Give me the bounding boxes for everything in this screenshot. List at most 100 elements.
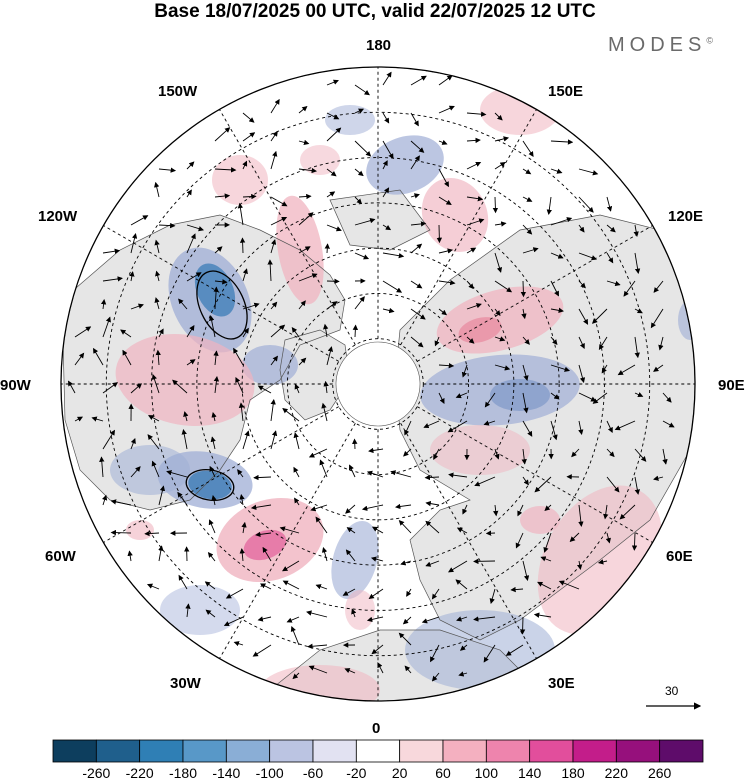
wind-vector bbox=[466, 195, 484, 202]
wind-vector bbox=[257, 385, 272, 394]
wind-vector bbox=[448, 560, 468, 573]
colorbar-tick-label: -140 bbox=[212, 765, 241, 781]
wind-vector bbox=[144, 530, 160, 537]
wind-vector bbox=[494, 280, 513, 293]
wind-vector bbox=[158, 328, 164, 338]
anomaly-area-10 bbox=[110, 445, 190, 495]
wind-vector bbox=[154, 239, 160, 254]
colorbar-swatch-12 bbox=[572, 739, 617, 763]
wind-vector bbox=[410, 140, 425, 153]
colorbar-tick-label: -180 bbox=[168, 765, 198, 781]
wind-vector bbox=[456, 527, 468, 534]
wind-vector bbox=[158, 222, 176, 229]
wind-vector bbox=[410, 193, 420, 199]
longitude-label-120w: 120W bbox=[38, 208, 78, 225]
wind-vector bbox=[262, 546, 272, 562]
wind-vector bbox=[578, 504, 584, 527]
colorbar-swatch-11 bbox=[529, 739, 574, 763]
wind-vector bbox=[242, 132, 256, 142]
wind-vector bbox=[326, 79, 339, 86]
wind-vector bbox=[489, 588, 496, 604]
wind-vector bbox=[366, 616, 384, 623]
wind-vector bbox=[571, 448, 580, 458]
colorbar-swatch-7 bbox=[355, 739, 401, 763]
wind-vector bbox=[550, 336, 558, 346]
wind-vector bbox=[270, 150, 278, 170]
wind-vector bbox=[438, 75, 453, 86]
wind-vector bbox=[382, 280, 403, 293]
wind-vector bbox=[390, 470, 412, 478]
wind-vector bbox=[634, 476, 640, 495]
wind-vector bbox=[466, 161, 482, 170]
wind-vector bbox=[578, 420, 584, 436]
wind-vector bbox=[130, 437, 136, 450]
wind-vector bbox=[241, 521, 247, 534]
wind-vector bbox=[634, 308, 643, 314]
wind-vector bbox=[354, 108, 365, 114]
wind-vector bbox=[601, 364, 608, 374]
wind-vector bbox=[270, 324, 286, 338]
wind-vector bbox=[298, 167, 318, 174]
wind-vector bbox=[102, 276, 123, 282]
wind-vector bbox=[270, 130, 278, 142]
wind-vector bbox=[214, 246, 223, 254]
wind-vector bbox=[354, 196, 363, 205]
wind-vector bbox=[208, 519, 216, 534]
wind-vector bbox=[410, 308, 426, 320]
wind-vector-layer bbox=[68, 71, 675, 682]
wind-vector bbox=[286, 616, 300, 623]
contour-layer bbox=[185, 270, 248, 501]
wind-vector bbox=[461, 364, 468, 378]
wind-vector bbox=[474, 476, 496, 487]
wind-vector bbox=[321, 402, 328, 422]
wind-vector bbox=[382, 307, 395, 314]
anomaly-area-11 bbox=[678, 300, 695, 340]
wind-vector bbox=[366, 470, 384, 478]
wind-vector bbox=[148, 415, 160, 422]
wind-vector bbox=[371, 526, 384, 534]
wind-vector bbox=[483, 644, 496, 663]
wind-vector bbox=[213, 350, 219, 366]
anomaly-area-20 bbox=[421, 178, 489, 252]
wind-vector bbox=[186, 224, 205, 232]
colorbar-tick-label: 140 bbox=[517, 765, 542, 781]
longitude-label-90e: 90E bbox=[718, 377, 745, 394]
colorbar-swatch-6 bbox=[312, 739, 357, 763]
wind-vector bbox=[146, 583, 160, 590]
colorbar-tick-label: 60 bbox=[435, 765, 451, 781]
colorbar-tick-label: 20 bbox=[391, 765, 408, 781]
wind-vector bbox=[438, 168, 449, 188]
colorbar-tick-label: 220 bbox=[604, 765, 629, 781]
wind-vector bbox=[361, 504, 384, 511]
wind-vector bbox=[354, 218, 376, 226]
wind-vector bbox=[550, 139, 574, 145]
wind-vector bbox=[423, 420, 440, 429]
colorbar-tick-label: 100 bbox=[474, 765, 499, 781]
wind-vector bbox=[242, 268, 248, 282]
colorbar-tick-label: 180 bbox=[561, 765, 585, 781]
wind-vector bbox=[235, 376, 244, 394]
wind-vector bbox=[653, 280, 664, 293]
wind-vector bbox=[130, 215, 149, 226]
wind-vector bbox=[634, 252, 641, 275]
anomaly-area-19 bbox=[458, 317, 502, 343]
wind-vector bbox=[558, 580, 580, 590]
wind-vector bbox=[455, 392, 468, 399]
wind-vector bbox=[382, 112, 390, 124]
wind-vector bbox=[431, 588, 440, 600]
wind-vector bbox=[520, 280, 527, 298]
wind-vector bbox=[122, 349, 132, 366]
wind-vector bbox=[550, 217, 573, 226]
wind-vector bbox=[370, 556, 384, 562]
wind-vector bbox=[186, 233, 196, 254]
anomaly-area-3 bbox=[188, 470, 232, 500]
wind-vector bbox=[578, 308, 589, 325]
wind-vector bbox=[382, 224, 392, 231]
wind-vector bbox=[250, 504, 272, 510]
wind-vector bbox=[433, 448, 440, 460]
coastline-layer bbox=[61, 189, 695, 701]
reference-vector-label: 30 bbox=[665, 684, 679, 698]
wind-vector bbox=[410, 75, 427, 86]
wind-vector bbox=[294, 383, 300, 394]
wind-vector bbox=[147, 434, 160, 450]
